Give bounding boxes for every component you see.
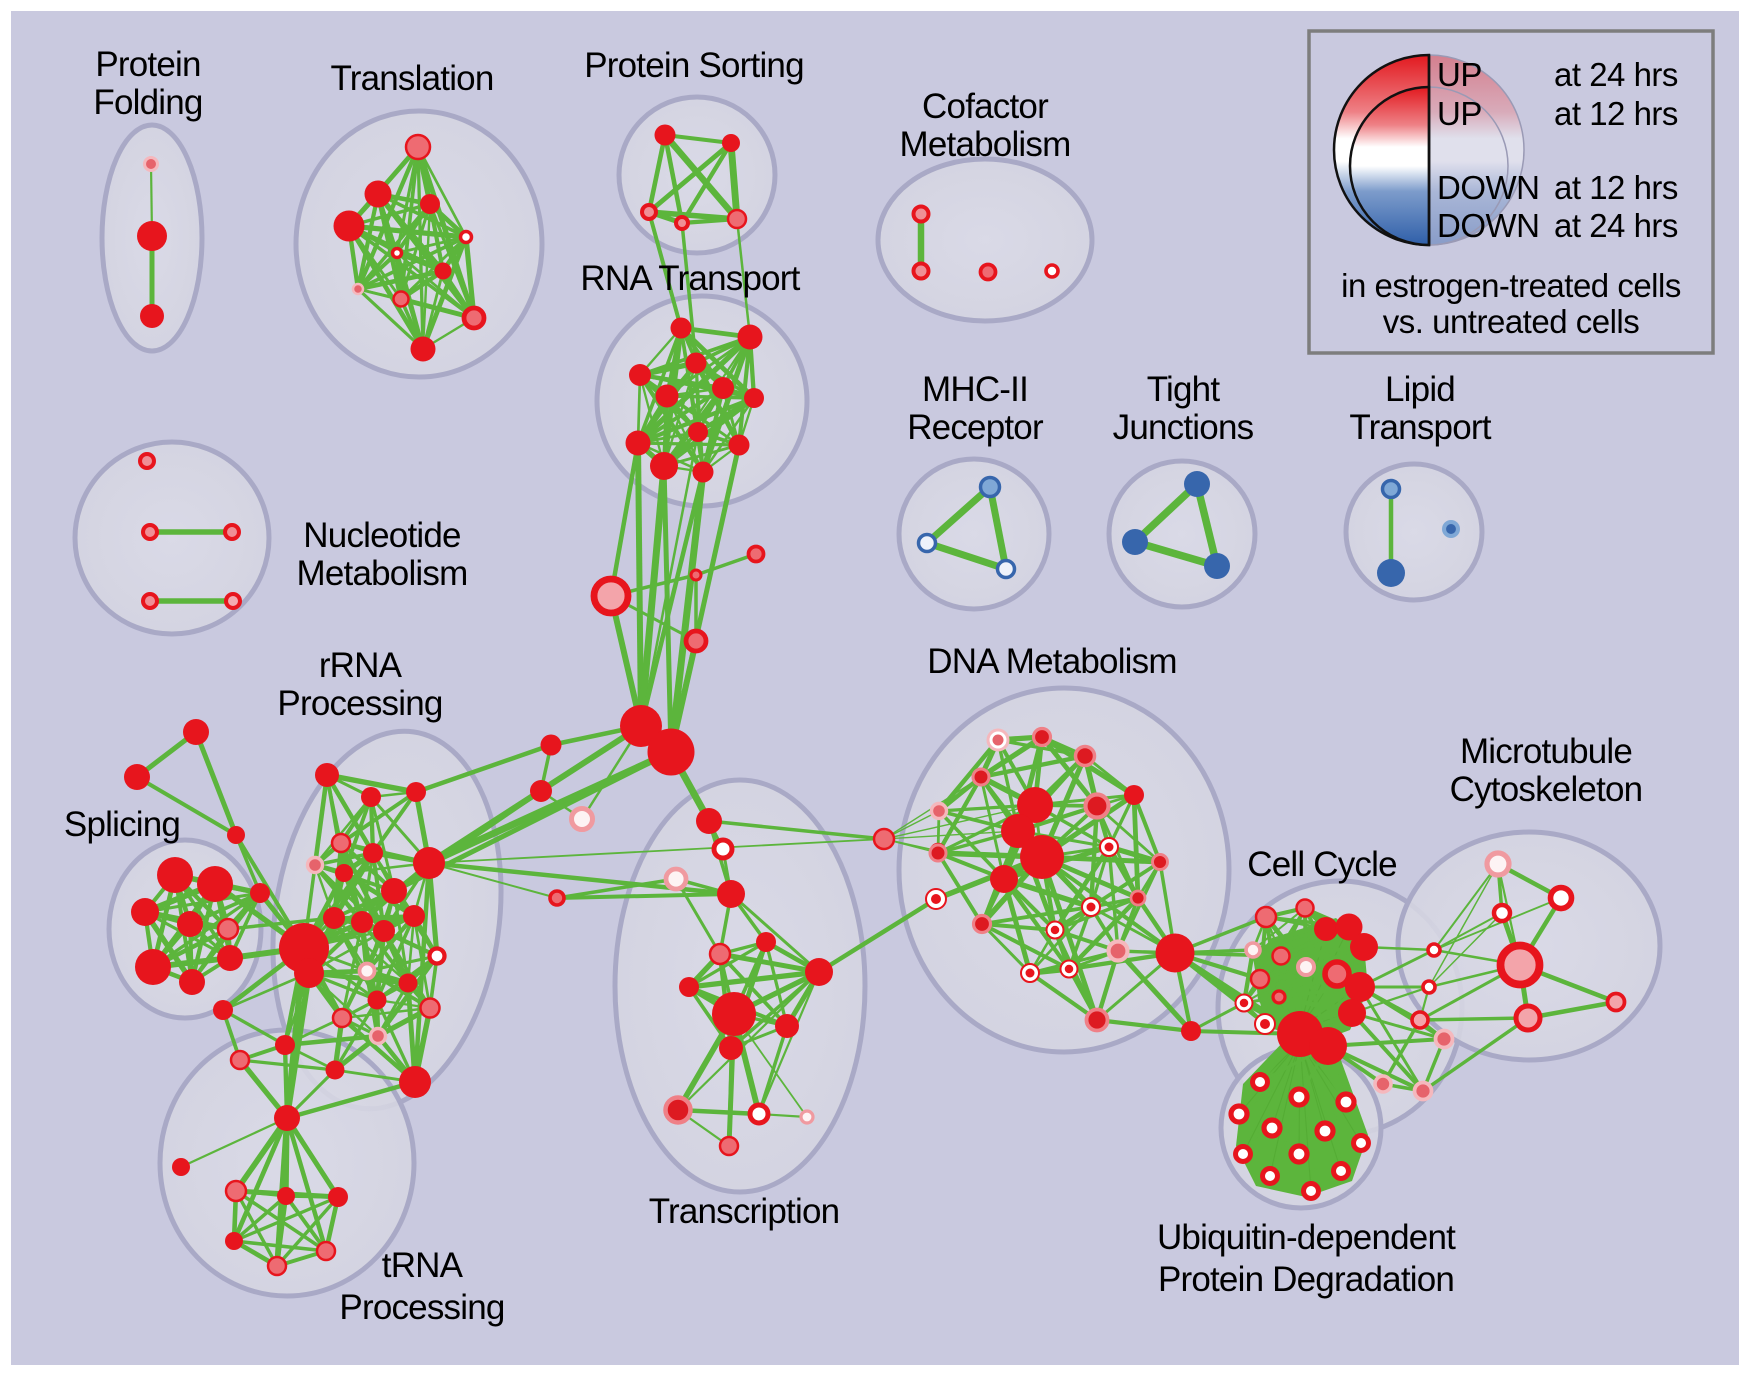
svg-text:Metabolism: Metabolism <box>900 125 1071 164</box>
svg-text:Folding: Folding <box>93 83 202 122</box>
svg-text:Translation: Translation <box>330 59 493 98</box>
svg-text:Microtubule: Microtubule <box>1460 732 1632 771</box>
svg-text:Cell Cycle: Cell Cycle <box>1247 845 1397 884</box>
svg-text:Cofactor: Cofactor <box>922 87 1049 126</box>
svg-text:Protein Degradation: Protein Degradation <box>1158 1260 1454 1299</box>
svg-text:Nucleotide: Nucleotide <box>303 516 460 555</box>
svg-text:at 24 hrs: at 24 hrs <box>1554 56 1678 93</box>
svg-text:tRNA: tRNA <box>382 1246 464 1285</box>
svg-text:at 12 hrs: at 12 hrs <box>1554 95 1678 132</box>
svg-text:Processing: Processing <box>277 684 442 723</box>
svg-text:RNA Transport: RNA Transport <box>580 259 800 298</box>
svg-text:Receptor: Receptor <box>907 408 1044 447</box>
svg-text:Transcription: Transcription <box>649 1192 840 1231</box>
svg-text:Processing: Processing <box>339 1288 504 1327</box>
svg-text:Transport: Transport <box>1349 408 1491 447</box>
svg-text:Cytoskeleton: Cytoskeleton <box>1450 770 1643 809</box>
svg-text:in estrogen-treated cells: in estrogen-treated cells <box>1341 267 1681 304</box>
svg-text:Protein Sorting: Protein Sorting <box>584 46 804 85</box>
svg-text:DNA Metabolism: DNA Metabolism <box>927 642 1176 681</box>
svg-text:Metabolism: Metabolism <box>297 554 468 593</box>
svg-text:Ubiquitin-dependent: Ubiquitin-dependent <box>1157 1218 1456 1257</box>
svg-text:at 24 hrs: at 24 hrs <box>1554 207 1678 244</box>
svg-text:Protein: Protein <box>95 45 200 84</box>
svg-text:Tight: Tight <box>1147 370 1221 409</box>
svg-text:at 12 hrs: at 12 hrs <box>1554 169 1678 206</box>
svg-text:Splicing: Splicing <box>64 805 180 844</box>
svg-text:rRNA: rRNA <box>319 646 403 685</box>
svg-text:MHC-II: MHC-II <box>922 370 1028 409</box>
svg-text:UP: UP <box>1437 95 1482 132</box>
svg-text:UP: UP <box>1437 56 1482 93</box>
svg-text:Junctions: Junctions <box>1113 408 1254 447</box>
svg-text:DOWN: DOWN <box>1437 169 1539 206</box>
svg-text:DOWN: DOWN <box>1437 207 1539 244</box>
svg-text:vs. untreated cells: vs. untreated cells <box>1383 303 1639 340</box>
svg-text:Lipid: Lipid <box>1385 370 1455 409</box>
